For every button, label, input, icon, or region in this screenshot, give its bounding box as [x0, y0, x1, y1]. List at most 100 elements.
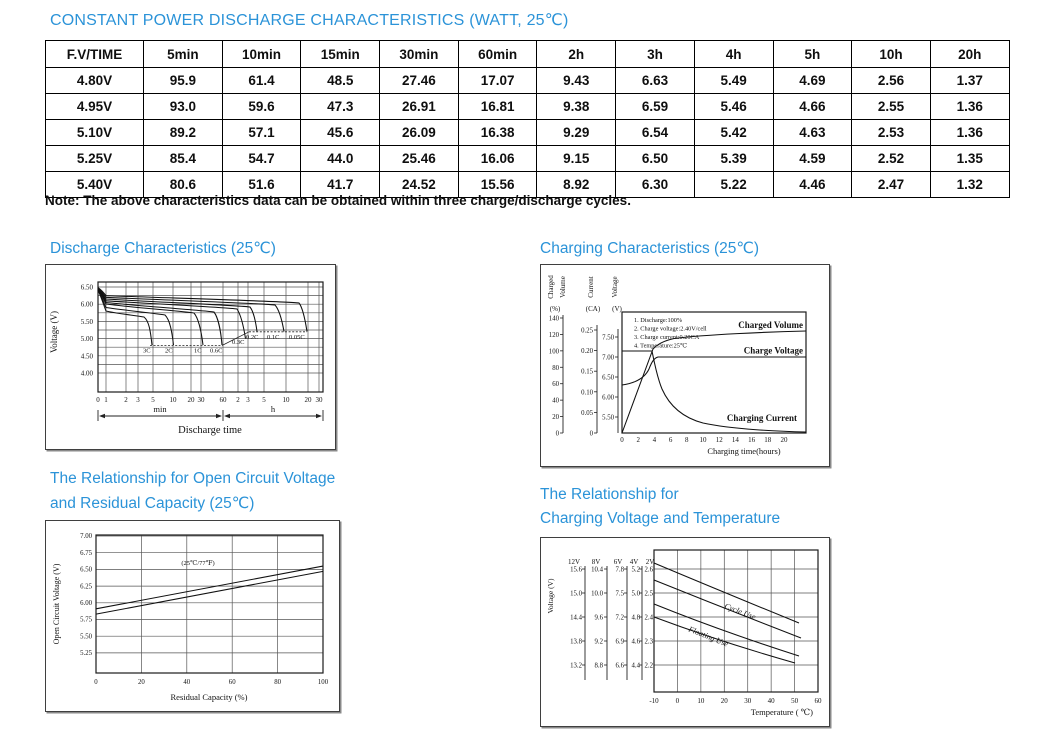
cell-value: 4.66 — [772, 93, 853, 120]
y-tick-label: 0.25 — [581, 328, 593, 335]
x-tick-label: 2 — [124, 396, 128, 404]
x-unit-label: min — [153, 404, 167, 414]
discharge-chart-box: 6.50 6.00 5.50 5.00 4.50 4.00 0 1 2 3 5 10 20 30 60 2 3 5… — [45, 264, 336, 450]
cell-value: 26.91 — [379, 93, 459, 120]
axis-title-word: Voltage — [611, 276, 619, 297]
x-tick-label: 8 — [685, 436, 689, 444]
voltage-temp-curve — [653, 579, 802, 639]
x-tick-label: 0 — [620, 436, 624, 444]
discharge-chart-title: Discharge Characteristics (25℃) — [50, 240, 276, 257]
constant-power-table: F.V/TIME 5min 10min 15min 30min 60min 2h 3h 4h 5h… — [45, 40, 1010, 198]
arrowhead-left — [224, 413, 230, 419]
voltage-temp-curve — [653, 616, 796, 664]
scale-value: 2.5 — [645, 591, 654, 598]
scale-value: 2.4 — [645, 615, 654, 622]
x-tick-label: 18 — [764, 436, 772, 444]
cell-value: 41.7 — [300, 171, 381, 198]
cell-value: 61.4 — [221, 67, 302, 94]
cell-value: 45.6 — [300, 119, 381, 146]
cell-value: 93.0 — [143, 93, 223, 120]
x-tick-label: 14 — [732, 436, 740, 444]
x-tick-label: 0 — [676, 697, 680, 705]
y-tick-label: 80 — [552, 365, 559, 372]
cell-value: 2.56 — [851, 67, 931, 94]
y-tick-label: 6.50 — [80, 567, 92, 574]
temp-chart-title-line1: The Relationship for — [540, 486, 679, 503]
x-tick-label: 10 — [170, 396, 178, 404]
y-tick-label: 5.25 — [80, 650, 92, 657]
x-tick-label: 50 — [791, 697, 799, 705]
x-tick-label: 6 — [669, 436, 673, 444]
y-tick-label: 7.00 — [80, 533, 92, 540]
cell-value: 26.09 — [379, 119, 459, 146]
arrowhead-right — [316, 413, 322, 419]
col-header: 15min — [300, 40, 381, 68]
axis-unit: (%) — [550, 305, 561, 313]
x-tick-label: 60 — [220, 396, 228, 404]
cell-value: 17.07 — [457, 67, 538, 94]
discharge-curve — [97, 287, 308, 332]
discharge-curve — [97, 289, 223, 346]
condition-note: 2. Charge voltage:2.40V/cell — [634, 326, 707, 333]
page-title: CONSTANT POWER DISCHARGE CHARACTERISTICS… — [50, 12, 569, 29]
discharge-curve — [97, 289, 204, 346]
scale-header: 2V — [646, 558, 655, 566]
temperature-annotation: (25℃/77℉) — [181, 559, 214, 567]
discharge-curve — [97, 289, 175, 346]
cell-value: 5.39 — [693, 145, 774, 172]
col-header: 30min — [379, 40, 459, 68]
discharge-curve — [97, 288, 247, 339]
cell-value: 44.0 — [300, 145, 381, 172]
scale-value: 13.2 — [570, 663, 582, 670]
plot-border — [621, 311, 807, 434]
x-tick-label: 40 — [183, 679, 190, 686]
charging-chart: Charged Volume(%)Current(CA)Voltage(V)020… — [547, 275, 807, 456]
cell-value: 5.46 — [693, 93, 774, 120]
cell-value: 8.92 — [536, 171, 617, 198]
cell-value: 95.9 — [143, 67, 223, 94]
x-unit-label: h — [271, 404, 276, 414]
rate-label: 0.2C — [246, 334, 258, 341]
cell-value: 9.43 — [536, 67, 617, 94]
x-tick-label: 20 — [781, 436, 789, 444]
x-tick-label: 30 — [198, 396, 206, 404]
table-head: F.V/TIME 5min 10min 15min 30min 60min 2h 3h 4h 5h… — [45, 40, 1010, 68]
scale-value: 4.8 — [632, 615, 641, 622]
cell-value: 16.81 — [457, 93, 538, 120]
x-tick-label: 12 — [716, 436, 724, 444]
axis-title-word: Charged — [547, 275, 555, 299]
scale-header: 4V — [630, 558, 639, 566]
cell-value: 16.06 — [457, 145, 538, 172]
y-tick-label: 7.50 — [602, 335, 614, 342]
scale-value: 7.2 — [616, 615, 625, 622]
x-tick-label: 20 — [188, 396, 196, 404]
scale-value: 2.2 — [645, 663, 654, 670]
x-axis-label: Residual Capacity (%) — [171, 692, 248, 702]
scale-value: 15.6 — [570, 567, 582, 574]
plot-border — [95, 534, 324, 674]
col-header: 60min — [457, 40, 538, 68]
ocv-chart-title-line1: The Relationship for Open Circuit Voltag… — [50, 470, 336, 487]
x-tick-label: 5 — [262, 396, 266, 404]
x-axis-label: Charging time(hours) — [707, 446, 780, 456]
x-tick-label: 16 — [748, 436, 756, 444]
condition-note: 3. Charge current:0.20CA — [634, 334, 700, 341]
scale-value: 2.6 — [645, 567, 654, 574]
curve-label: Charged Volume — [738, 320, 803, 330]
col-header: 5h — [772, 40, 853, 68]
axis-unit: (CA) — [586, 305, 601, 313]
col-header: 20h — [929, 40, 1010, 68]
cell-value: 85.4 — [143, 145, 223, 172]
x-axis-label: Temperature ( ℃) — [751, 707, 813, 717]
scale-header: 12V — [568, 558, 580, 566]
cell-value: 25.46 — [379, 145, 459, 172]
cell-value: 54.7 — [221, 145, 302, 172]
y-tick-label: 6.25 — [80, 583, 92, 590]
table-body: 4.80V 95.9 61.4 48.5 27.46 17.07 9.43 6.63 5.49 4… — [45, 67, 1010, 198]
rate-label: 2C — [165, 348, 173, 355]
y-axis-label: Open Circuit Voltage (V) — [52, 563, 61, 644]
cell-value: 9.38 — [536, 93, 617, 120]
scale-value: 9.6 — [595, 615, 604, 622]
col-header: 10min — [221, 40, 302, 68]
